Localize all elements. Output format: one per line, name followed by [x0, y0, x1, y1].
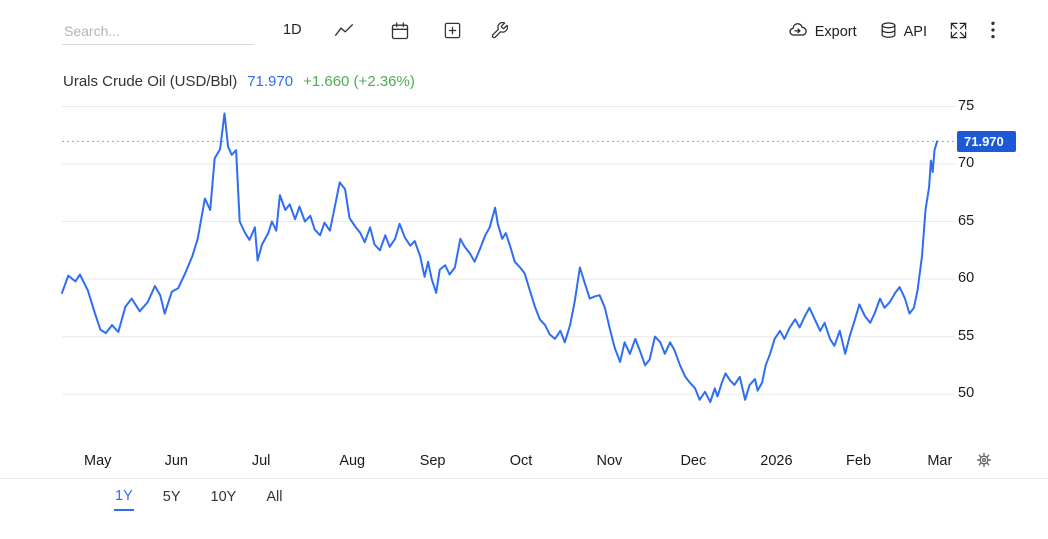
interval-button[interactable]: 1D [283, 22, 302, 38]
x-axis: May Jun Jul Aug Sep Oct Nov Dec 2026 Feb Mar [62, 453, 955, 471]
price-line-chart[interactable] [61, 95, 955, 447]
y-tick-label: 60 [958, 270, 975, 287]
range-tab-1y[interactable]: 1Y [114, 486, 134, 511]
api-button[interactable]: API [879, 21, 927, 44]
range-tab-10y[interactable]: 10Y [210, 486, 238, 511]
x-tick-label: Jun [164, 453, 188, 469]
chart-header: Urals Crude Oil (USD/Bbl) 71.970 +1.660 … [63, 73, 415, 90]
kebab-menu-button[interactable] [990, 20, 996, 44]
y-tick-label: 50 [958, 385, 975, 402]
x-tick-label: May [84, 453, 112, 469]
price-change-value: +1.660 (+2.36%) [303, 73, 415, 90]
range-tabs: 1Y 5Y 10Y All [114, 486, 283, 511]
calendar-button[interactable] [390, 21, 410, 41]
calendar-icon [390, 22, 410, 44]
x-tick-label: Feb [846, 453, 872, 469]
line-style-icon [334, 24, 354, 44]
range-tab-all[interactable]: All [265, 486, 283, 511]
chart-plot-area[interactable] [61, 95, 955, 447]
y-tick-label: 75 [958, 97, 975, 114]
fullscreen-button[interactable] [949, 21, 968, 44]
y-tick-label: 70 [958, 155, 975, 171]
x-tick-label: Oct [509, 453, 533, 469]
toolbar-right: Export API [787, 20, 996, 44]
compare-button[interactable] [443, 21, 462, 40]
fullscreen-icon [949, 21, 968, 44]
api-label: API [903, 24, 927, 40]
last-price-value: 71.970 [247, 73, 294, 90]
export-button[interactable]: Export [787, 20, 857, 44]
x-tick-label: Dec [680, 453, 707, 469]
range-tab-5y[interactable]: 5Y [162, 486, 182, 511]
chart-style-button[interactable] [334, 21, 354, 41]
x-tick-label: Aug [339, 453, 366, 469]
api-database-icon [879, 21, 898, 44]
tools-button[interactable] [490, 21, 509, 40]
x-tick-label: Jul [251, 453, 271, 469]
range-selector-bar: 1Y 5Y 10Y All [0, 478, 1048, 539]
x-tick-label: Mar [927, 453, 953, 469]
wrench-icon [490, 21, 509, 43]
search-input[interactable] [62, 18, 254, 45]
y-tick-label: 65 [958, 212, 975, 229]
current-price-tag: 71.970 [957, 130, 1016, 152]
instrument-title: Urals Crude Oil (USD/Bbl) [63, 73, 238, 90]
x-tick-label: 2026 [760, 453, 793, 469]
kebab-menu-icon [990, 20, 996, 44]
compare-plus-icon [443, 22, 462, 43]
y-tick-label: 55 [958, 327, 975, 344]
x-tick-label: Nov [596, 453, 623, 469]
price-series-line [61, 112, 939, 404]
chart-settings-button[interactable] [974, 450, 994, 470]
y-axis: 75 70 65 60 55 50 [958, 95, 1006, 447]
x-tick-label: Sep [419, 453, 446, 469]
gear-icon [974, 452, 994, 473]
export-cloud-icon [787, 20, 809, 44]
export-label: Export [814, 24, 857, 40]
